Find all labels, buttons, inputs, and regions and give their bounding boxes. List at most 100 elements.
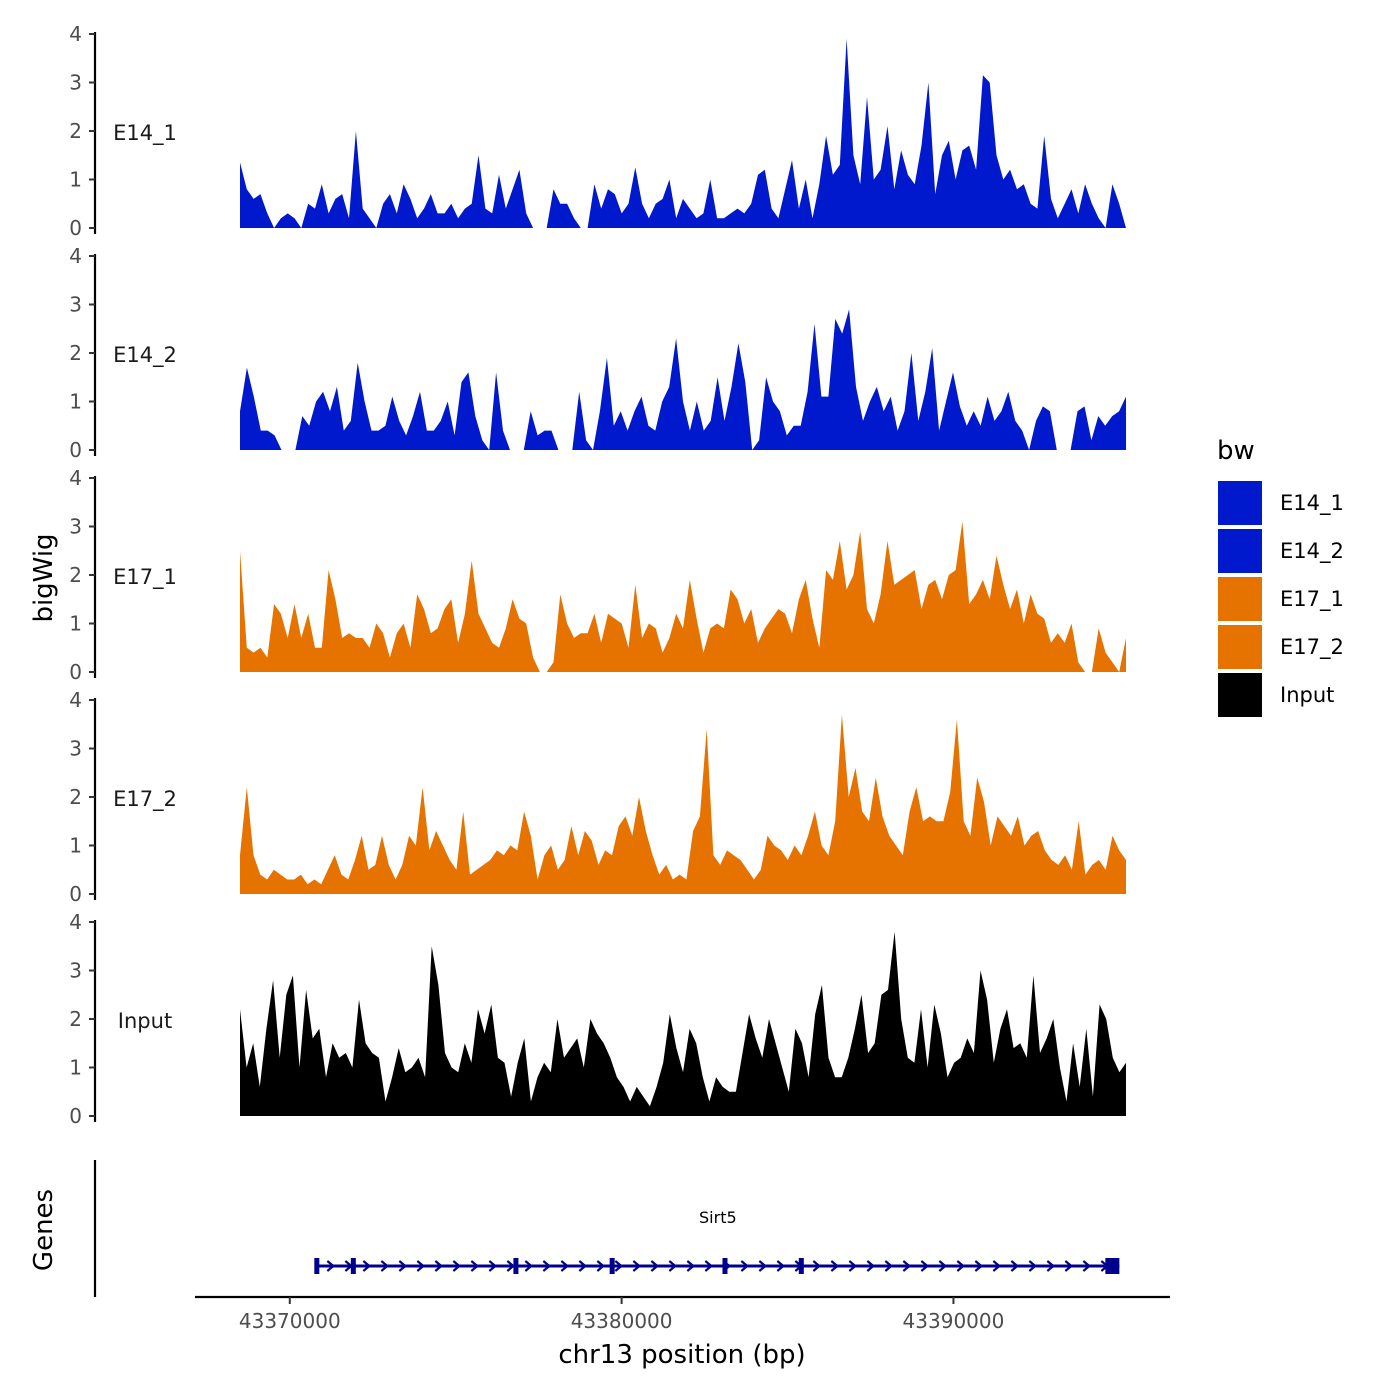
legend-label-E17_1: E17_1: [1280, 587, 1344, 612]
y-tick-label: 2: [69, 563, 82, 587]
y-tick-label: 2: [69, 785, 82, 809]
y-tick-label: 2: [69, 119, 82, 143]
strand-arrow: [902, 1260, 912, 1272]
strand-arrow: [632, 1260, 642, 1272]
track-E17_2: 0 1 2 3 4 E17_2: [69, 688, 1126, 906]
x-tick-label: 43380000: [571, 1309, 673, 1333]
strand-arrow: [1010, 1260, 1020, 1272]
strand-arrow: [758, 1260, 768, 1272]
bigwig-tracks: 0 1 2 3 4 E14_1 0 1 2 3 4 E14_2 0 1 2 3 4 E17_1 0 1 2 3 4 E17_2…: [69, 22, 1126, 1128]
y-tick-label: 4: [69, 466, 82, 490]
strand-arrow: [488, 1260, 498, 1272]
y-tick-label: 3: [69, 515, 82, 539]
area-Input: [240, 931, 1126, 1116]
strand-arrow: [830, 1260, 840, 1272]
legend-label-E14_2: E14_2: [1280, 539, 1344, 564]
exon: [1105, 1258, 1120, 1274]
gene-name-label: Sirt5: [699, 1208, 737, 1227]
exon: [798, 1258, 804, 1274]
strand-arrow: [470, 1260, 480, 1272]
strand-arrow: [542, 1260, 552, 1272]
track-label-E17_1: E17_1: [113, 565, 177, 590]
y-tick-label: 1: [69, 834, 82, 858]
y-tick-label: 0: [69, 438, 82, 462]
x-axis-title: chr13 position (bp): [558, 1340, 805, 1370]
gene-track-title: Genes: [29, 1189, 59, 1271]
strand-arrow: [1046, 1260, 1056, 1272]
strand-arrow: [524, 1260, 534, 1272]
y-tick-label: 4: [69, 22, 82, 46]
track-label-E17_2: E17_2: [113, 787, 177, 812]
strand-arrow: [956, 1260, 966, 1272]
strand-arrow: [884, 1260, 894, 1272]
track-Input: 0 1 2 3 4 Input: [69, 910, 1126, 1128]
legend-label-E14_1: E14_1: [1280, 491, 1344, 516]
strand-arrow: [992, 1260, 1002, 1272]
exon: [722, 1258, 728, 1274]
strand-arrow: [686, 1260, 696, 1272]
y-tick-label: 0: [69, 882, 82, 906]
y-tick-label: 0: [69, 660, 82, 684]
gene-Sirt5: Sirt5: [314, 1208, 1120, 1274]
legend-label-E17_2: E17_2: [1280, 635, 1344, 660]
y-axis-title: bigWig: [29, 533, 59, 622]
strand-arrow: [380, 1260, 390, 1272]
y-tick-label: 0: [69, 1104, 82, 1128]
strand-arrow: [740, 1260, 750, 1272]
gene-track: Sirt5: [93, 1160, 1120, 1297]
strand-arrow: [1082, 1260, 1092, 1272]
strand-arrow: [416, 1260, 426, 1272]
strand-arrow: [920, 1260, 930, 1272]
y-tick-label: 3: [69, 293, 82, 317]
strand-arrow: [776, 1260, 786, 1272]
strand-arrow: [650, 1260, 660, 1272]
exon: [513, 1258, 519, 1274]
legend-title: bw: [1217, 436, 1255, 466]
x-tick-label: 43370000: [239, 1309, 341, 1333]
strand-arrow: [326, 1260, 336, 1272]
y-tick-label: 1: [69, 168, 82, 192]
strand-arrow: [1064, 1260, 1074, 1272]
legend-key-E17_1: [1216, 575, 1264, 623]
strand-arrow: [452, 1260, 462, 1272]
area-E14_2: [240, 309, 1126, 450]
track-E14_2: 0 1 2 3 4 E14_2: [69, 244, 1126, 462]
y-tick-label: 3: [69, 959, 82, 983]
strand-arrow: [848, 1260, 858, 1272]
y-tick-label: 1: [69, 1056, 82, 1080]
track-label-Input: Input: [118, 1009, 172, 1033]
exon: [609, 1258, 615, 1274]
area-E17_1: [240, 521, 1126, 672]
strand-arrow: [704, 1260, 714, 1272]
legend-key-E14_2: [1216, 527, 1264, 575]
strand-arrow: [866, 1260, 876, 1272]
legend: bw E14_1 E14_2 E17_1 E17_2 Input: [1216, 436, 1344, 719]
strand-arrow: [1028, 1260, 1038, 1272]
strand-arrow: [362, 1260, 372, 1272]
y-tick-label: 4: [69, 688, 82, 712]
strand-arrow: [398, 1260, 408, 1272]
y-tick-label: 2: [69, 1007, 82, 1031]
area-E14_1: [240, 38, 1126, 228]
y-tick-label: 3: [69, 71, 82, 95]
exon: [350, 1258, 356, 1274]
track-label-E14_1: E14_1: [113, 121, 177, 146]
x-axis: 43370000 43380000 43390000: [195, 1295, 1170, 1333]
strand-arrow: [596, 1260, 606, 1272]
legend-key-E14_1: [1216, 479, 1264, 527]
legend-key-E17_2: [1216, 623, 1264, 671]
strand-arrow: [614, 1260, 624, 1272]
track-label-E14_2: E14_2: [113, 343, 177, 368]
y-tick-label: 1: [69, 612, 82, 636]
exon: [314, 1258, 320, 1274]
strand-arrow: [578, 1260, 588, 1272]
y-tick-label: 2: [69, 341, 82, 365]
strand-arrow: [938, 1260, 948, 1272]
y-tick-label: 0: [69, 216, 82, 240]
strand-arrow: [812, 1260, 822, 1272]
legend-key-Input: [1216, 671, 1264, 719]
area-E17_2: [240, 714, 1126, 894]
y-tick-label: 4: [69, 910, 82, 934]
y-tick-label: 3: [69, 737, 82, 761]
